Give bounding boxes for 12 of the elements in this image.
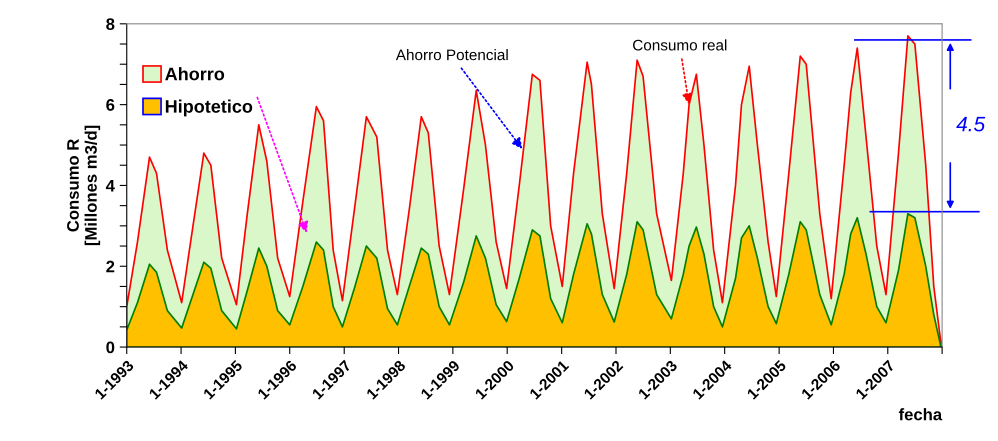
annotation: Consumo real	[633, 39, 726, 51]
legend-label: Hipotetico	[166, 100, 252, 116]
text: 4.5	[956, 116, 986, 132]
y-tick-label: 2	[106, 260, 114, 272]
x-axis-title: fecha	[898, 408, 942, 420]
y-axis-title: Consumo R [Millones m3/d]	[67, 126, 100, 246]
annotation: Ahorro Potencial	[396, 49, 508, 60]
y-tick-label: 6	[106, 99, 114, 111]
y-tick-label: 4	[106, 180, 115, 192]
y-tick-label: 8	[106, 18, 114, 30]
y-tick-label: 0	[106, 341, 114, 354]
legend-label: Ahorro	[165, 67, 224, 80]
